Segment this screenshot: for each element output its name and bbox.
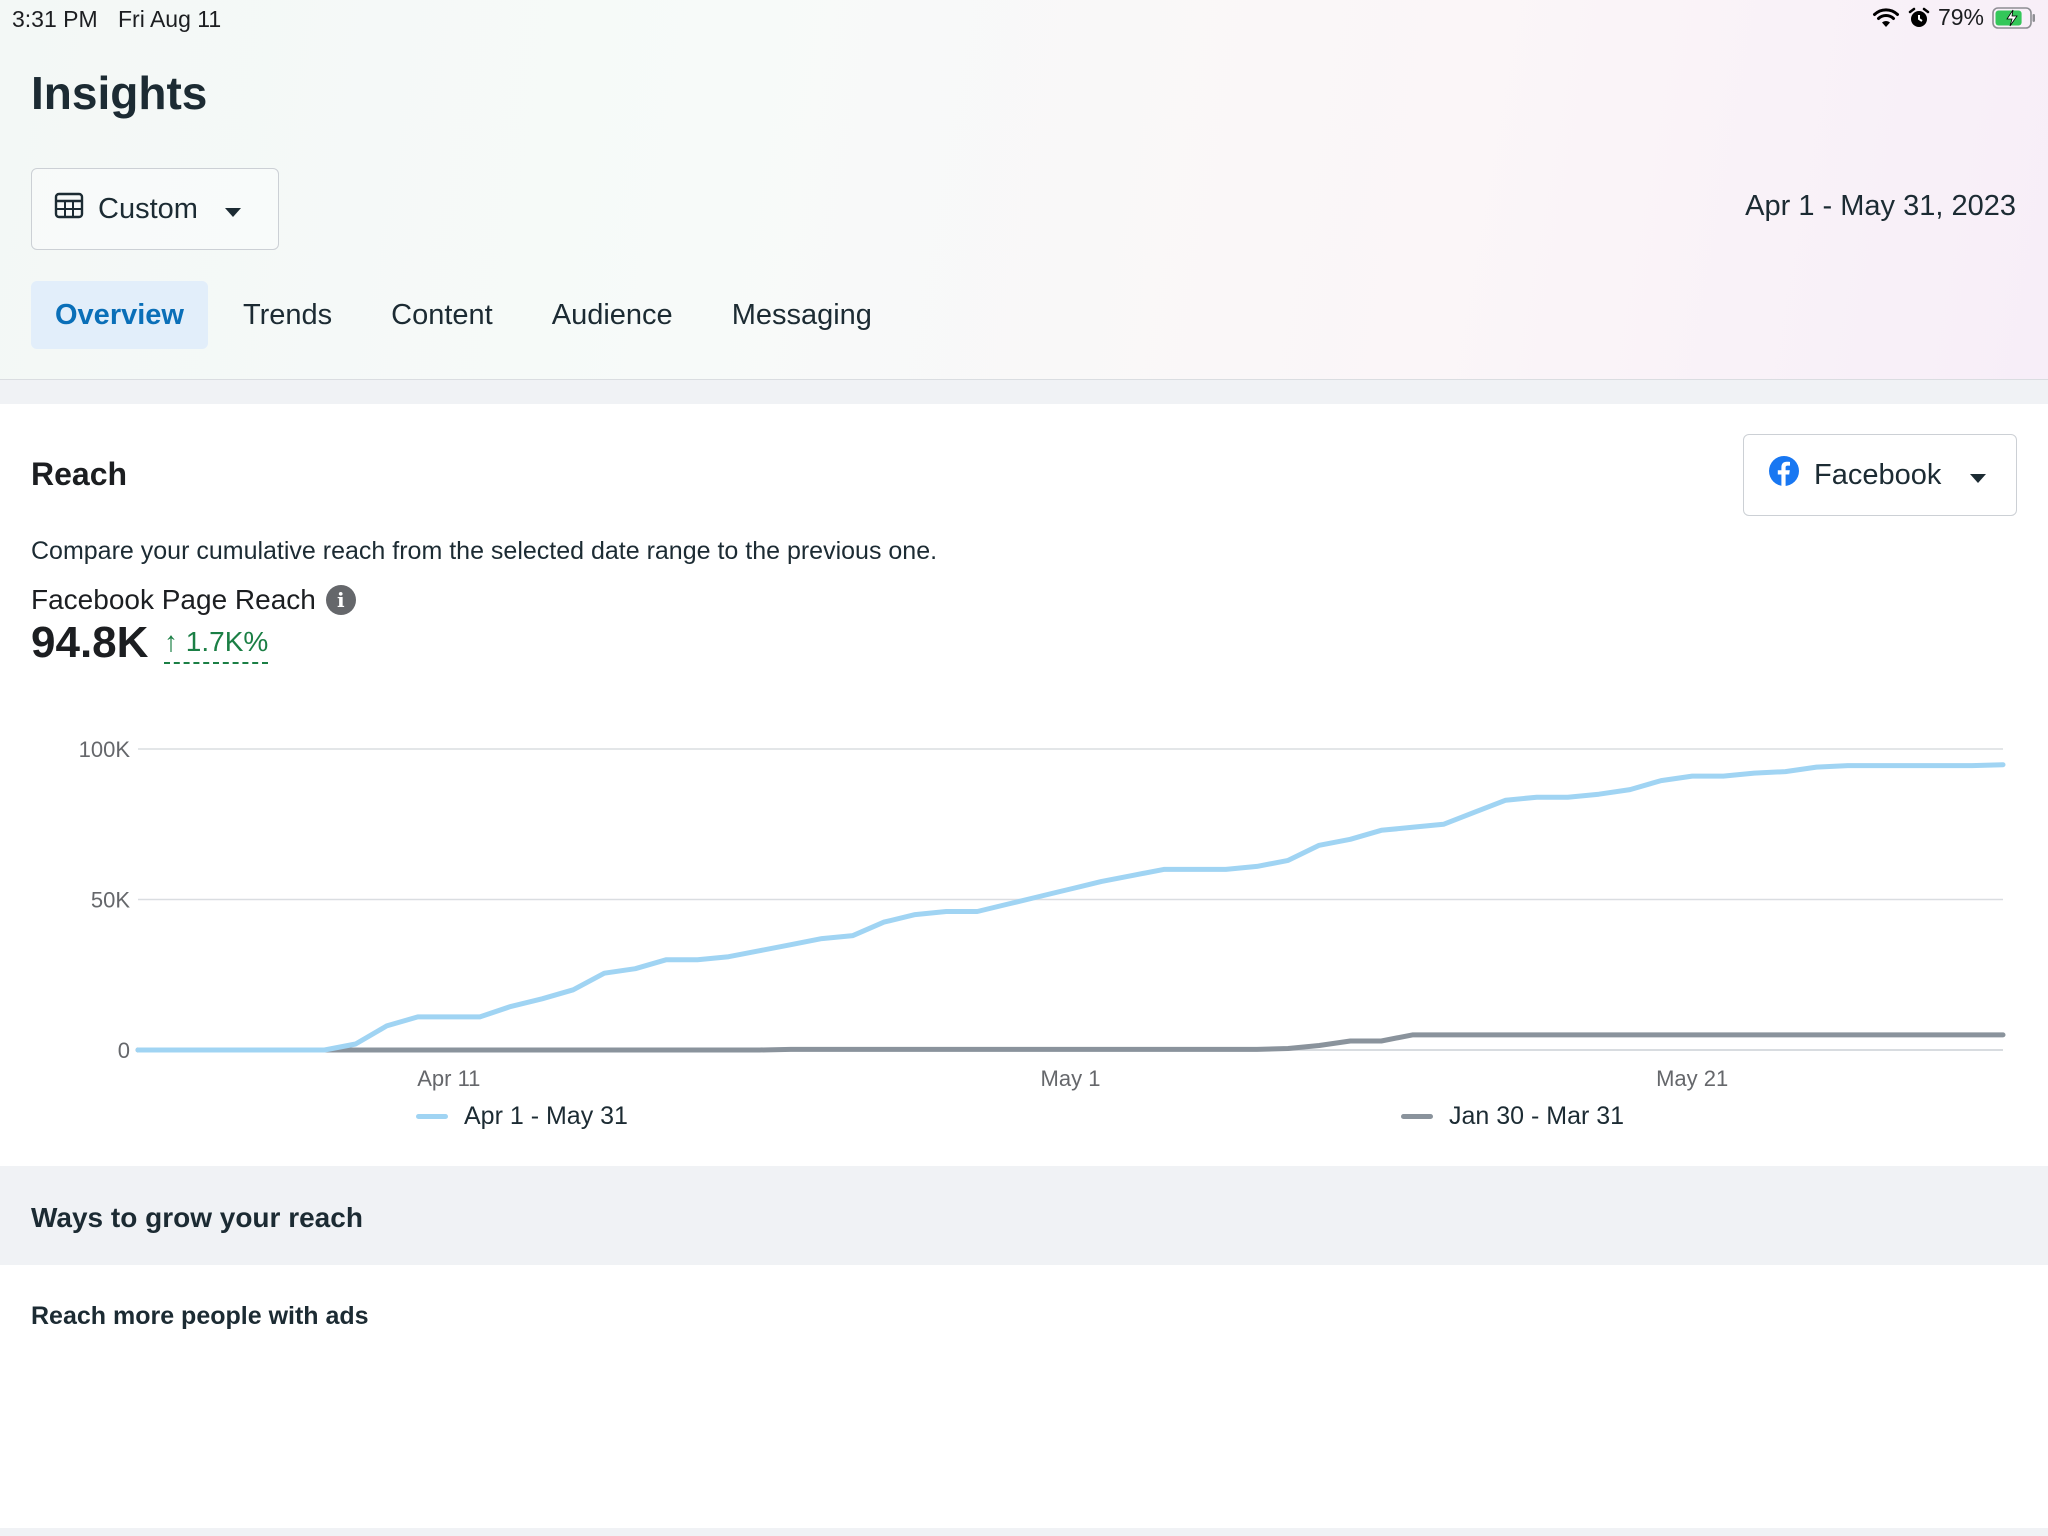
reach-description: Compare your cumulative reach from the s… — [31, 537, 938, 565]
legend-label-previous: Jan 30 - Mar 31 — [1449, 1102, 1625, 1130]
chart-grid: 0 50K 100K Apr 11 May 1 May 21 — [79, 737, 2003, 1091]
battery-icon — [1992, 6, 2036, 29]
series-line-previous — [135, 1032, 2006, 1053]
metric-change[interactable]: ↑ 1.7K% — [164, 626, 269, 664]
alarm-icon — [1908, 7, 1930, 29]
calendar-icon — [54, 191, 84, 227]
x-tick-label: Apr 11 — [417, 1066, 480, 1091]
grow-section-header — [0, 1166, 2048, 1265]
chevron-down-icon — [224, 193, 242, 226]
status-date: Fri Aug 11 — [118, 6, 222, 32]
metric-label-text: Facebook Page Reach — [31, 584, 316, 615]
y-tick-label: 0 — [118, 1038, 130, 1063]
wifi-icon — [1872, 7, 1900, 29]
date-range-text: Apr 1 - May 31, 2023 — [1745, 190, 2016, 222]
reach-chart: 0 50K 100K Apr 11 May 1 May 21 — [79, 737, 2006, 1091]
battery-percent: 79% — [1937, 4, 1984, 30]
y-tick-label: 100K — [79, 737, 131, 762]
status-indicators: 79% — [1872, 4, 2036, 31]
tab-audience[interactable]: Audience — [551, 298, 673, 331]
legend-swatch-current — [416, 1114, 448, 1119]
metric-value: 94.8K — [31, 618, 149, 667]
chevron-down-icon — [1969, 459, 1987, 492]
page-title: Insights — [31, 67, 208, 119]
header-area: 3:31 PM Fri Aug 11 79% — [0, 0, 2048, 380]
platform-select[interactable]: Facebook — [1743, 434, 2017, 516]
tab-content[interactable]: Content — [391, 298, 493, 331]
bottom-edge — [0, 1528, 2048, 1536]
ads-title: Reach more people with ads — [31, 1302, 369, 1330]
series-line-current — [135, 762, 2006, 1053]
reach-title: Reach — [31, 456, 128, 492]
legend-label-current: Apr 1 - May 31 — [464, 1102, 628, 1130]
tab-trends[interactable]: Trends — [242, 298, 333, 331]
tab-overview[interactable]: Overview — [31, 281, 208, 349]
tab-messaging[interactable]: Messaging — [731, 298, 872, 331]
status-time: 3:31 PM — [12, 6, 98, 32]
legend-item-previous: Jan 30 - Mar 31 — [1401, 1102, 1624, 1131]
section-divider — [0, 380, 2048, 404]
info-icon[interactable]: i — [325, 585, 356, 615]
status-bar: 3:31 PM Fri Aug 11 79% — [0, 0, 2048, 40]
tab-bar: Overview Trends Content Audience Messagi… — [31, 281, 907, 349]
grow-title: Ways to grow your reach — [31, 1202, 363, 1233]
legend-item-current: Apr 1 - May 31 — [416, 1102, 628, 1131]
y-tick-label: 50K — [91, 888, 130, 913]
date-range-select-label: Custom — [98, 192, 198, 225]
date-range-select[interactable]: Custom — [31, 168, 279, 250]
platform-select-label: Facebook — [1814, 458, 1942, 491]
chart-series — [135, 762, 2006, 1053]
facebook-icon — [1768, 455, 1800, 495]
metric-label: Facebook Page Reach i — [31, 584, 356, 616]
x-tick-label: May 1 — [1041, 1066, 1101, 1091]
legend-swatch-previous — [1401, 1114, 1433, 1119]
x-tick-label: May 21 — [1656, 1066, 1728, 1091]
